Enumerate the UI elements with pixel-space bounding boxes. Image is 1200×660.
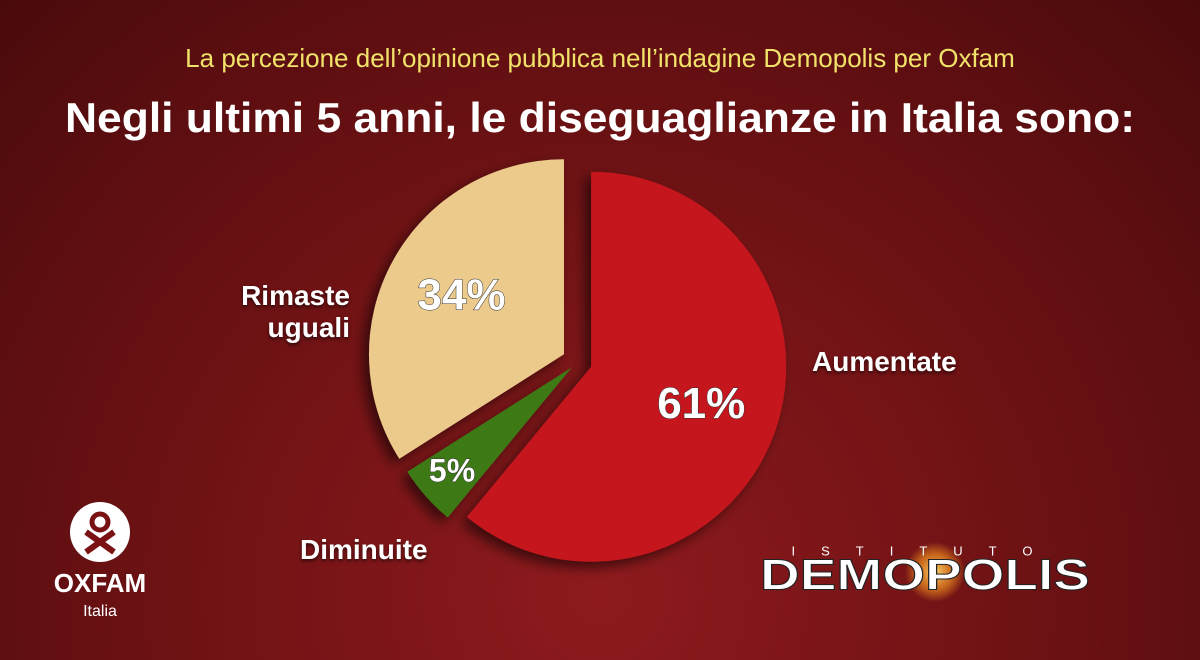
value-label: 61% [657, 379, 745, 428]
oxfam-sub: Italia [83, 603, 117, 620]
pie [368, 159, 787, 562]
chart-title: Negli ultimi 5 anni, le diseguaglianze i… [65, 94, 1135, 141]
demopolis-pre: ISTITUTO [792, 543, 1059, 558]
pie-slice [407, 367, 572, 518]
category-label: Diminuite [300, 534, 428, 565]
oxfam-name: OXFAM [54, 568, 146, 598]
oxfam-icon-body [84, 529, 116, 555]
value-labels: 61% 5% 34% [417, 270, 746, 489]
value-label: 34% [417, 271, 505, 320]
oxfam-logo: OXFAM Italia [54, 502, 146, 620]
demopolis-logo: ISTITUTO DEMOPOLIS [760, 542, 1091, 602]
subtitle: La percezione dell’opinione pubblica nel… [185, 43, 1015, 73]
pie-slice [368, 159, 564, 459]
pie-slice [466, 171, 787, 562]
demopolis-name: DEMOPOLIS [760, 551, 1090, 600]
value-label: 5% [429, 452, 475, 488]
oxfam-icon-head [89, 511, 111, 533]
category-label: Rimaste uguali [241, 280, 350, 343]
demopolis-glow [905, 542, 965, 602]
category-label: Aumentate [812, 346, 957, 377]
